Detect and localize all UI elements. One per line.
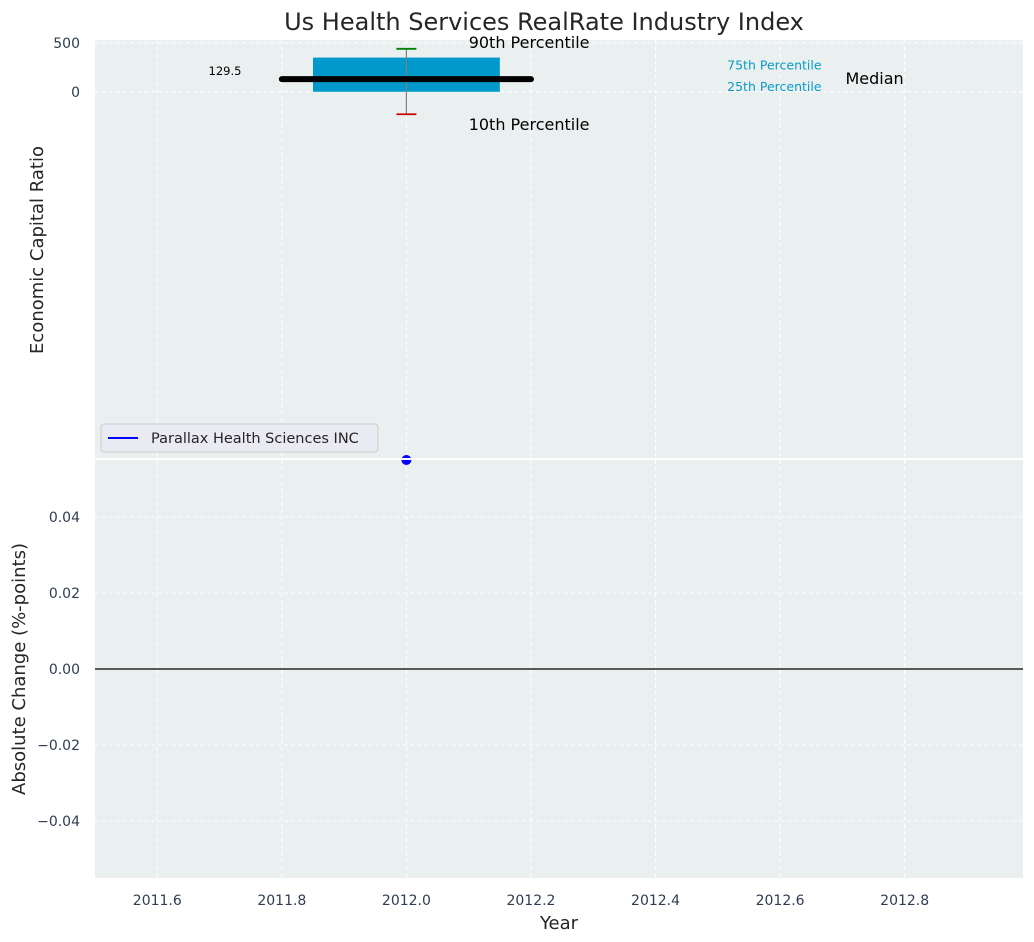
annotation-75th-percentile: 75th Percentile (727, 57, 822, 72)
box-plot: 129.5 (209, 47, 534, 116)
bottom-y-tick-label-4: 0.04 (49, 510, 80, 526)
annotation-median: Median (845, 69, 903, 88)
legend-box (100, 423, 379, 453)
chart-title: Us Health Services RealRate Industry Ind… (284, 8, 804, 36)
x-tick-label-3: 2012.2 (506, 893, 555, 909)
annotation-90th-percentile: 90th Percentile (469, 33, 590, 52)
annotation-25th-percentile: 25th Percentile (727, 79, 822, 94)
top-plot-area (95, 40, 1023, 458)
top-y-ticks: 0 500 (53, 36, 80, 101)
legend: Parallax Health Sciences INC (100, 423, 379, 453)
bottom-panel: −0.04 −0.02 0.00 0.02 0.04 Absolute Change (… (9, 455, 1023, 878)
x-tick-label-2: 2012.0 (382, 893, 431, 909)
x-tick-label-1: 2011.8 (257, 893, 306, 909)
x-tick-label-6: 2012.8 (880, 893, 929, 909)
top-panel: 0 500 129.5 90th Percentile 10th Percentil… (27, 33, 1023, 458)
annotation-10th-percentile: 10th Percentile (469, 115, 590, 134)
bottom-y-tick-label-0: −0.04 (37, 814, 80, 830)
bottom-y-ticks: −0.04 −0.02 0.00 0.02 0.04 (37, 510, 80, 830)
x-tick-label-4: 2012.4 (631, 893, 680, 909)
top-grid (95, 40, 1023, 458)
median-value-label: 129.5 (209, 64, 242, 78)
bottom-y-tick-label-1: −0.02 (37, 738, 80, 754)
x-tick-label-5: 2012.6 (756, 893, 805, 909)
top-annotations: 90th Percentile 10th Percentile 75th Perce… (469, 33, 904, 134)
x-ticks: 2011.6 2011.8 2012.0 2012.2 2012.4 2012.6 2012… (133, 893, 929, 909)
top-y-tick-label-0: 0 (71, 85, 80, 101)
x-axis-label: Year (539, 913, 579, 934)
bottom-y-tick-label-2: 0.00 (49, 662, 80, 678)
legend-label-parallax: Parallax Health Sciences INC (151, 431, 359, 447)
bottom-y-axis-label: Absolute Change (%-points) (9, 543, 30, 795)
top-y-tick-label-1: 500 (53, 36, 80, 52)
x-tick-label-0: 2011.6 (133, 893, 182, 909)
top-y-axis-label: Economic Capital Ratio (27, 146, 48, 354)
bottom-y-tick-label-3: 0.02 (49, 586, 80, 602)
